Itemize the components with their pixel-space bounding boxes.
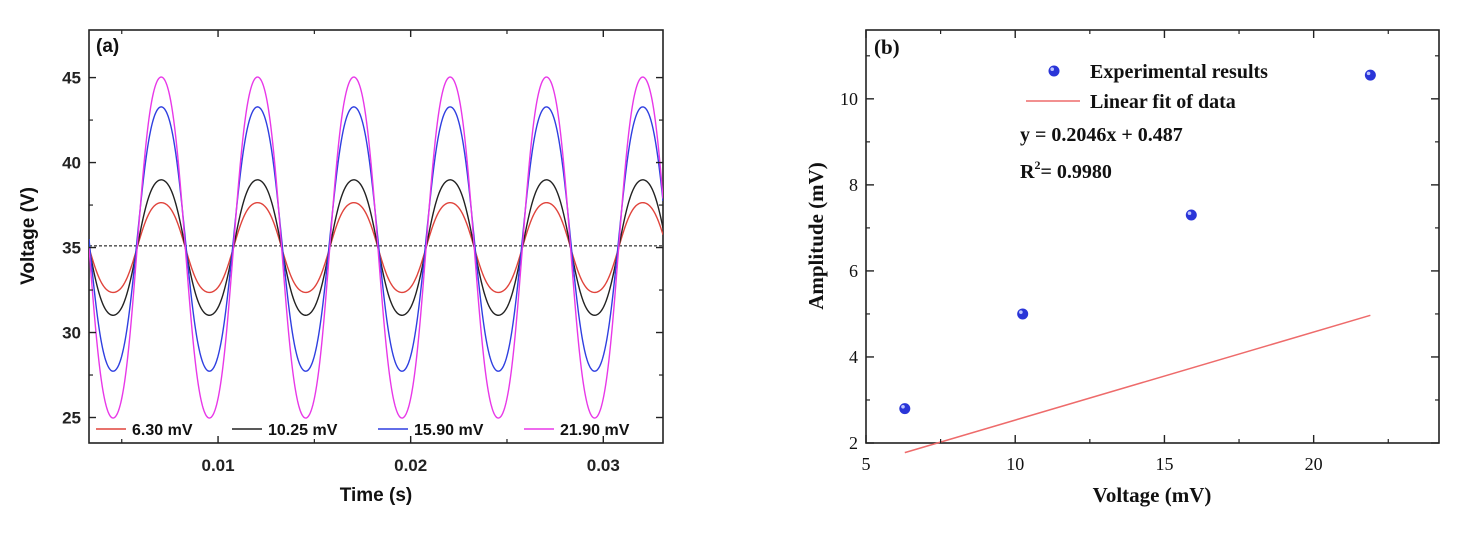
data-point-highlight	[1019, 310, 1023, 314]
data-point-highlight	[901, 404, 905, 409]
chart-a-y-axis-label: Voltage (V)	[18, 187, 39, 285]
fit-line	[904, 314, 1371, 454]
fit-equation: y = 0.2046x + 0.487	[1020, 124, 1183, 146]
chart-a-y-tick-label: 25	[62, 409, 81, 428]
legend-label-linear-fit: Linear fit of data	[1090, 91, 1236, 113]
r-squared: R2= 0.9980	[1020, 158, 1112, 183]
chart-b-plot-area	[865, 29, 1440, 444]
data-point-highlight	[1187, 211, 1192, 215]
chart-b-x-tick-label: 20	[1305, 454, 1323, 474]
legend-marker-highlight	[1050, 67, 1054, 71]
chart-b-y-tick-label: 4	[849, 347, 858, 367]
chart-b-legend: Experimental results Linear fit of data	[1026, 61, 1268, 113]
chart-a-x-tick-label: 0.03	[587, 456, 620, 475]
legend-label-6-30-mv: 6.30 mV	[132, 422, 193, 439]
chart-b-x-tick-label: 5	[862, 454, 871, 474]
chart-b-y-tick-label: 10	[840, 89, 858, 109]
chart-b-x-axis-label: Voltage (mV)	[1093, 483, 1212, 507]
data-point-highlight	[1366, 71, 1371, 76]
chart-b-y-tick-label: 6	[849, 261, 858, 281]
chart-b-y-tick-label: 8	[849, 175, 858, 195]
legend-label-10-25-mv: 10.25 mV	[268, 422, 338, 439]
chart-b: 2 4 6 8 10 5 10 15 20 (b) Voltage (mV) Amplitud…	[804, 29, 1440, 507]
chart-b-panel-label: (b)	[874, 35, 900, 59]
chart-a-legend: 6.30 mV 10.25 mV 15.90 mV 21.90 mV	[96, 422, 630, 439]
chart-a-x-axis-label: Time (s)	[340, 485, 413, 506]
chart-b-y-tick-label: 2	[849, 433, 858, 453]
chart-a-y-tick-label: 30	[62, 324, 81, 343]
legend-label-experimental-results: Experimental results	[1090, 61, 1268, 83]
data-point	[1017, 308, 1029, 320]
chart-b-y-axis-label: Amplitude (mV)	[804, 162, 828, 310]
chart-a-panel-label: (a)	[96, 36, 119, 57]
series-line-21-90-mv	[89, 76, 663, 419]
chart-a-y-tick-label: 45	[62, 69, 81, 88]
data-point	[1364, 69, 1376, 81]
data-point	[899, 403, 911, 415]
chart-a-y-tick-label: 40	[62, 154, 81, 173]
legend-label-21-90-mv: 21.90 mV	[560, 422, 630, 439]
chart-a-x-tick-label: 0.01	[202, 456, 235, 475]
legend-marker-experimental-results	[1048, 65, 1060, 77]
chart-b-x-tick-label: 10	[1006, 454, 1024, 474]
chart-b-x-tick-label: 15	[1155, 454, 1173, 474]
legend-label-15-90-mv: 15.90 mV	[414, 422, 484, 439]
chart-a: 25 30 35 40 45 0.01 0.02 0.03 (a) Time (s) Vol…	[18, 29, 664, 506]
chart-a-y-tick-label: 35	[62, 239, 81, 258]
chart-a-x-tick-label: 0.02	[394, 456, 427, 475]
data-point	[1185, 209, 1197, 221]
